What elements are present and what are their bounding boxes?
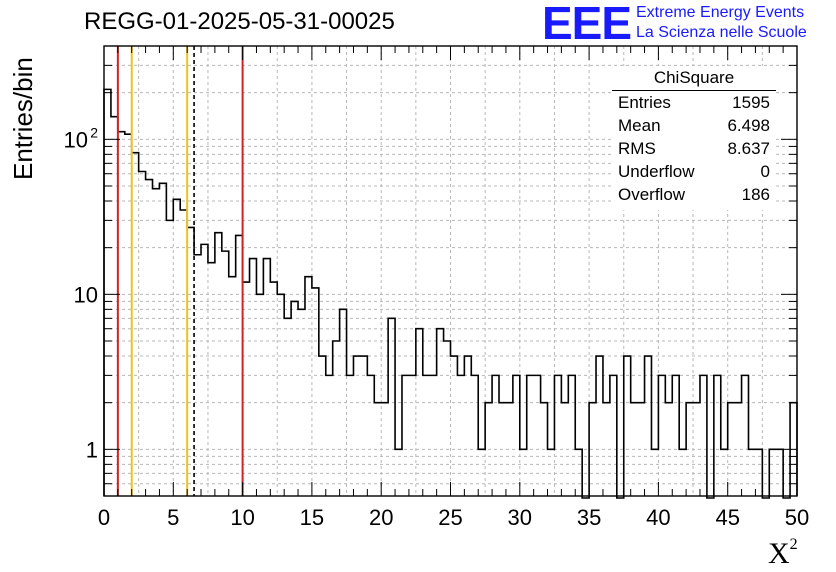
stats-header: ChiSquare <box>612 66 776 91</box>
x-tick-label: 0 <box>98 505 110 530</box>
y-axis-label: Entries/bin <box>8 57 38 180</box>
x-axis-label: X2 <box>768 536 798 571</box>
stats-row-mean: Mean 6.498 <box>618 116 770 135</box>
eee-logo: EEE <box>542 0 632 49</box>
y-tick-label: 10 <box>74 282 98 307</box>
y-tick-label: 10 <box>64 127 88 152</box>
x-tick-label: 30 <box>508 505 532 530</box>
x-axis-label-text: X <box>768 537 790 570</box>
x-tick-label: 10 <box>230 505 254 530</box>
y-tick-label: 1 <box>86 437 98 462</box>
x-tick-label: 40 <box>646 505 670 530</box>
stats-row-overflow: Overflow 186 <box>618 185 770 204</box>
x-tick-label: 50 <box>785 505 809 530</box>
x-tick-label: 35 <box>577 505 601 530</box>
chart-title: REGG-01-2025-05-31-00025 <box>84 8 395 35</box>
x-tick-label: 45 <box>715 505 739 530</box>
x-tick-label: 25 <box>438 505 462 530</box>
x-tick-label: 15 <box>300 505 324 530</box>
stats-row-entries: Entries 1595 <box>618 93 770 112</box>
stats-row-underflow: Underflow 0 <box>618 162 770 181</box>
stats-row-rms: RMS 8.637 <box>618 139 770 158</box>
histogram-steps <box>103 88 798 499</box>
x-tick-label: 20 <box>369 505 393 530</box>
logo-line-2: La Scienza nelle Scuole <box>636 24 807 41</box>
x-axis-label-sup: 2 <box>789 536 798 553</box>
logo-line-1: Extreme Energy Events <box>636 4 805 21</box>
stats-box: ChiSquare Entries 1595 Mean 6.498 RMS 8.637… <box>612 66 776 210</box>
y-tick-label-sup: 2 <box>90 124 98 140</box>
x-tick-label: 5 <box>167 505 179 530</box>
y-axis-label-wrap: Entries/bin <box>8 57 38 190</box>
